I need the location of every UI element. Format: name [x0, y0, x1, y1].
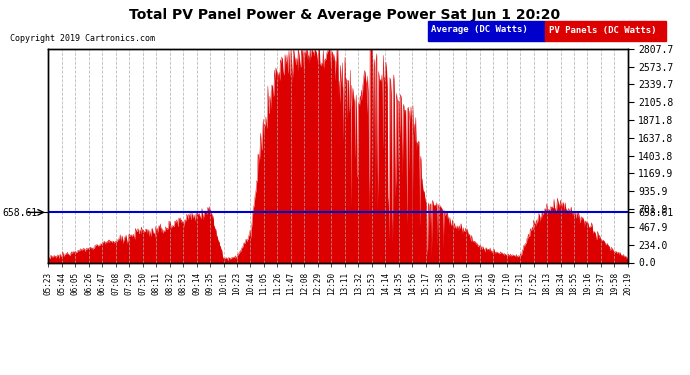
Text: PV Panels (DC Watts): PV Panels (DC Watts) — [549, 26, 656, 34]
Text: Total PV Panel Power & Average Power Sat Jun 1 20:20: Total PV Panel Power & Average Power Sat… — [130, 8, 560, 21]
Text: Copyright 2019 Cartronics.com: Copyright 2019 Cartronics.com — [10, 34, 155, 43]
Text: Average (DC Watts): Average (DC Watts) — [431, 26, 528, 34]
